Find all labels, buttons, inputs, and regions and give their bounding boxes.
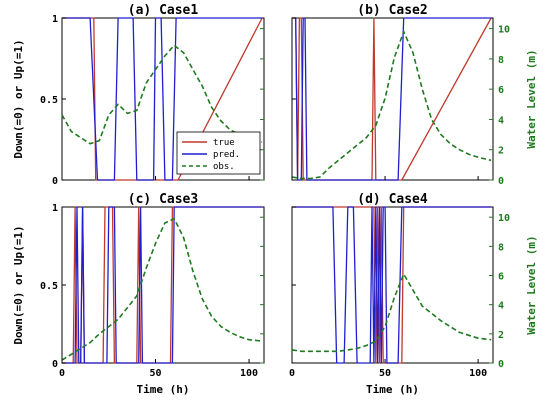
panel-title: (d) Case4 [357, 192, 428, 207]
panel-title: (b) Case2 [357, 3, 427, 18]
legend: true pred. obs. [176, 131, 261, 175]
plot-frame [291, 206, 494, 364]
series-line-obs [291, 30, 492, 180]
y-axis-label: Down(=0) or Up(=1) [12, 225, 25, 344]
y-tick-label: 1 [52, 14, 58, 25]
panel-title: (c) Case3 [128, 192, 198, 207]
panel-title: (a) Case1 [128, 3, 199, 18]
y-tick-label: 0.5 [40, 95, 58, 106]
y-tick-label: 0.5 [40, 281, 58, 292]
y-tick-label: 0 [52, 176, 58, 187]
x-tick-label: 100 [469, 368, 487, 379]
series-line-pred [62, 206, 263, 364]
series-line-pred [292, 17, 492, 181]
series-line-pred [292, 206, 492, 364]
y-right-tick-label: 10 [498, 213, 510, 224]
y-tick-label: 0 [52, 359, 58, 370]
y-axis-label: Down(=0) or Up(=1) [12, 39, 25, 158]
plot-frame [291, 17, 494, 181]
y-right-axis-label: Water Level (m) [525, 235, 538, 334]
legend-box [176, 131, 261, 175]
y-right-tick-label: 10 [498, 25, 510, 36]
y-right-tick-label: 6 [498, 85, 504, 96]
y-right-tick-label: 8 [498, 242, 504, 253]
panel-1: 0 0.5 1 (a) Case1 Down(=0) or Up(=1) true pred… [12, 3, 265, 187]
y-right-tick-label: 0 [498, 176, 504, 187]
x-tick-label: 100 [240, 368, 258, 379]
y-right-tick-label: 4 [498, 301, 504, 312]
y-right-tick-label: 4 [498, 115, 504, 126]
legend-entry: obs. [213, 162, 235, 172]
x-tick-label: 50 [379, 368, 391, 379]
y-right-axis-label: Water Level (m) [525, 49, 538, 148]
y-right-tick-label: 2 [498, 146, 504, 157]
legend-entry: true [213, 138, 235, 148]
panel-2: 0 2 4 6 8 10 (b) Case2 Water Level (m) [291, 3, 538, 187]
series-line-obs [61, 44, 263, 145]
y-right-tick-label: 0 [498, 359, 504, 370]
series-line-obs [61, 217, 263, 361]
series-line-pred [62, 17, 263, 181]
series-line-obs [291, 273, 492, 353]
x-axis-label: Time (h) [137, 383, 190, 396]
y-tick-label: 1 [52, 203, 58, 214]
x-tick-label: 0 [59, 368, 65, 379]
x-tick-label: 50 [149, 368, 161, 379]
x-tick-label: 0 [289, 368, 295, 379]
panel-3: 0 0.5 1 0 50 100 (c) Case3 Time (h) Down(=0) or … [12, 192, 265, 396]
y-right-tick-label: 8 [498, 55, 504, 66]
y-right-tick-label: 2 [498, 330, 504, 341]
legend-entry: pred. [213, 150, 240, 160]
x-axis-label: Time (h) [366, 383, 419, 396]
y-right-tick-label: 6 [498, 272, 504, 283]
